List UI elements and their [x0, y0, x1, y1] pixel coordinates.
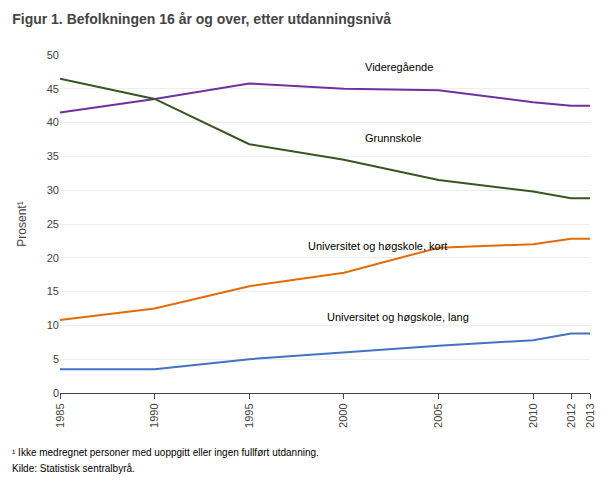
svg-text:2005: 2005: [432, 403, 444, 427]
svg-text:25: 25: [47, 218, 59, 230]
svg-text:Figur 1. Befolkningen 16 år og: Figur 1. Befolkningen 16 år og over, ett…: [12, 11, 391, 27]
svg-text:2012: 2012: [565, 403, 577, 427]
svg-text:15: 15: [47, 285, 59, 297]
svg-text:¹ Ikke medregnet personer med: ¹ Ikke medregnet personer med uoppgitt e…: [12, 447, 319, 458]
svg-text:Kilde: Statistisk sentralbyrå.: Kilde: Statistisk sentralbyrå.: [12, 463, 135, 474]
svg-text:Videregående: Videregående: [365, 61, 433, 73]
svg-text:Prosent¹: Prosent¹: [15, 201, 29, 246]
svg-text:2010: 2010: [527, 403, 539, 427]
svg-text:2013: 2013: [584, 403, 596, 427]
svg-text:1995: 1995: [243, 403, 255, 427]
svg-text:35: 35: [47, 150, 59, 162]
svg-text:5: 5: [53, 353, 59, 365]
svg-text:2000: 2000: [338, 403, 350, 427]
svg-text:Universitet og høgskole, lang: Universitet og høgskole, lang: [327, 311, 469, 323]
svg-text:50: 50: [47, 49, 59, 61]
svg-text:1985: 1985: [54, 403, 66, 427]
svg-text:Universitet og høgskole, kort: Universitet og høgskole, kort: [308, 240, 447, 252]
svg-text:Grunnskole: Grunnskole: [365, 132, 421, 144]
svg-text:20: 20: [47, 252, 59, 264]
svg-text:0: 0: [53, 387, 59, 399]
svg-text:1990: 1990: [148, 403, 160, 427]
svg-text:30: 30: [47, 184, 59, 196]
svg-text:40: 40: [47, 116, 59, 128]
svg-text:45: 45: [47, 83, 59, 95]
svg-text:10: 10: [47, 319, 59, 331]
